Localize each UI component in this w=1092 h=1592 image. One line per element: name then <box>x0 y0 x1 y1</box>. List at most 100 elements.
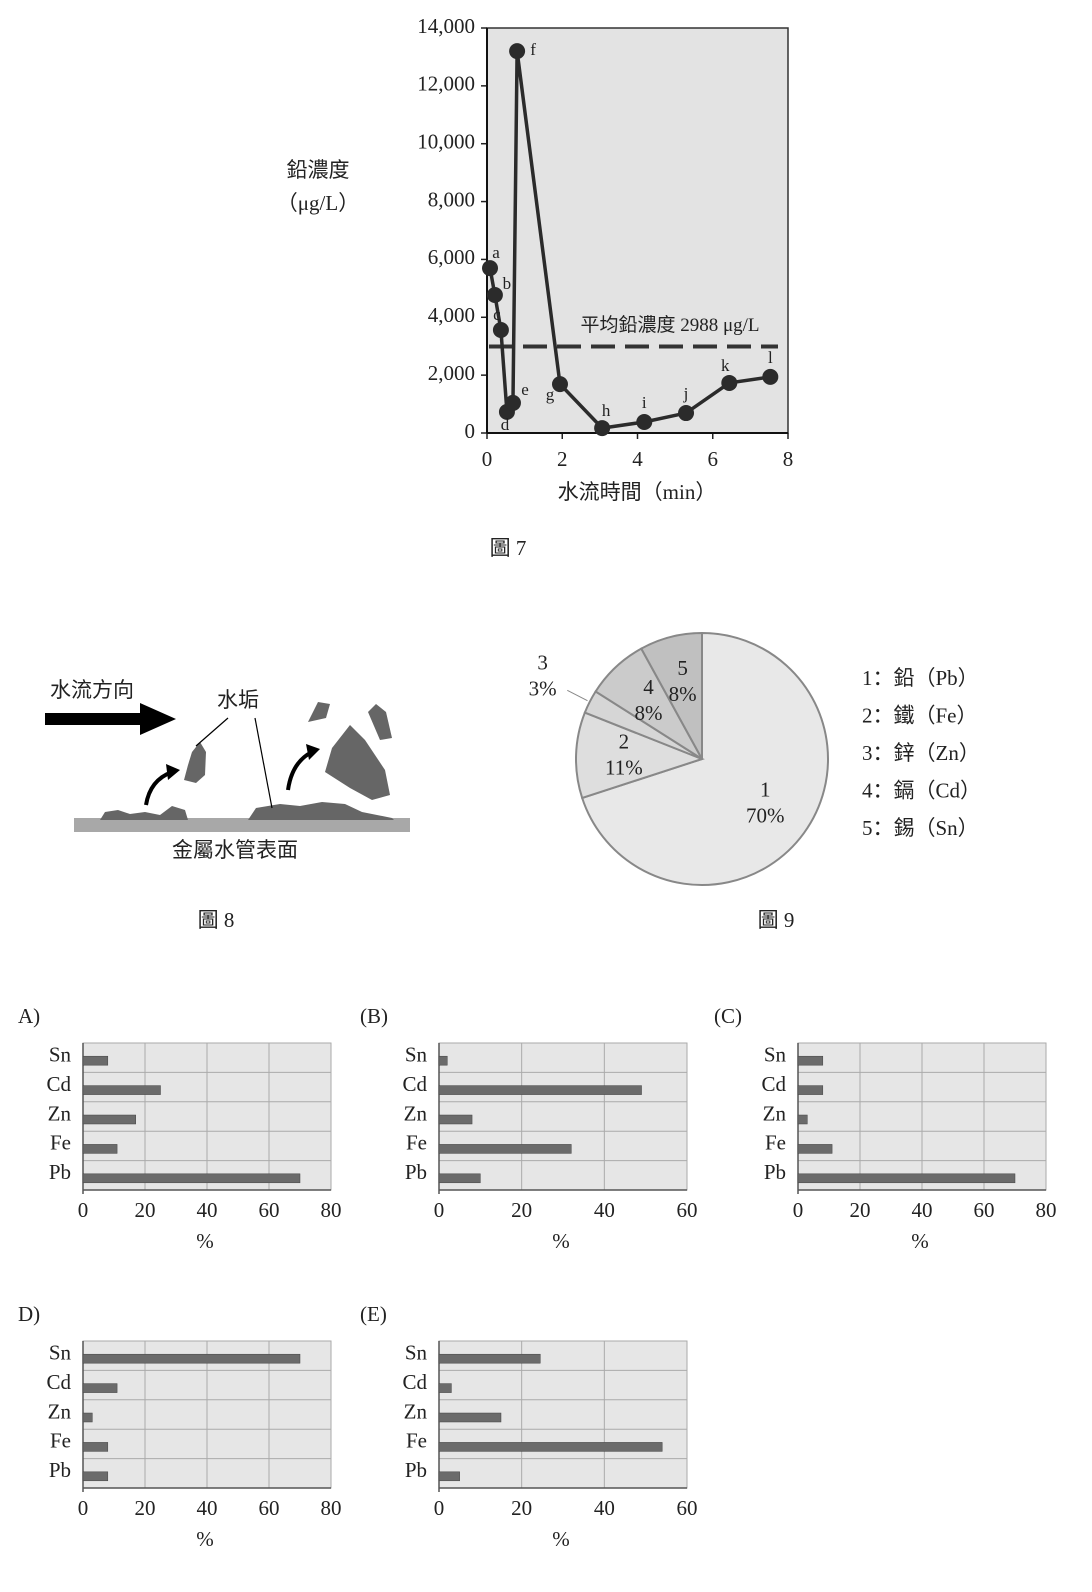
lift-arrow-head <box>166 764 180 780</box>
data-point <box>762 368 779 385</box>
bar <box>797 1144 833 1154</box>
chart-title: (E) <box>360 1302 387 1326</box>
y-tick-label: Cd <box>402 1072 427 1096</box>
y-tick-label: 14,000 <box>417 14 475 38</box>
bar <box>797 1085 824 1095</box>
y-tick-label: Pb <box>49 1160 71 1184</box>
y-tick-label: 6,000 <box>428 245 475 269</box>
point-label: l <box>768 348 773 367</box>
legend-entry: 4：鎘（Cd） <box>862 778 981 802</box>
pie-slice <box>639 631 703 760</box>
x-tick-label: 60 <box>677 1496 698 1520</box>
x-axis-label: 水流時間（min） <box>558 480 717 504</box>
point-label: c <box>493 305 501 324</box>
bar <box>82 1442 109 1452</box>
leader-line <box>567 689 588 702</box>
y-tick-label: 8,000 <box>428 187 475 211</box>
figure-caption: 圖 7 <box>490 536 527 560</box>
y-tick-label: Pb <box>405 1160 427 1184</box>
data-point <box>482 260 499 277</box>
data-point <box>486 287 503 304</box>
chart-title: (C) <box>714 1004 742 1028</box>
y-tick-label: Zn <box>48 1399 72 1423</box>
bar <box>82 1114 136 1125</box>
y-tick-label: Pb <box>764 1160 786 1184</box>
y-tick-label: Fe <box>406 1131 427 1155</box>
pipe-label: 金屬水管表面 <box>172 838 298 862</box>
x-tick-label: 40 <box>912 1198 933 1222</box>
flow-label: 水流方向 <box>50 678 134 702</box>
pie-slice <box>580 631 829 886</box>
y-tick-label: Sn <box>49 1043 72 1067</box>
scale-deposit <box>248 802 394 820</box>
bar <box>82 1085 161 1095</box>
bar <box>82 1471 109 1482</box>
slice-value-label: 70% <box>746 804 785 828</box>
x-tick-label: 60 <box>974 1198 995 1222</box>
pointer-line <box>254 717 273 809</box>
y-tick-label: Zn <box>404 1399 428 1423</box>
data-point <box>504 394 521 411</box>
bar <box>82 1055 109 1066</box>
slice-value-label: 8% <box>635 701 663 725</box>
y-tick-label: Sn <box>405 1341 428 1365</box>
y-tick-label: Sn <box>764 1043 787 1067</box>
y-tick-label: 10,000 <box>417 130 475 154</box>
bar <box>438 1114 473 1125</box>
point-label: k <box>721 356 730 375</box>
x-tick-label: 0 <box>793 1198 804 1222</box>
y-tick-label: Zn <box>763 1101 787 1125</box>
x-tick-label: 20 <box>135 1496 156 1520</box>
y-tick-label: Pb <box>405 1458 427 1482</box>
x-tick-label: 40 <box>197 1198 218 1222</box>
data-point <box>594 420 611 437</box>
bar <box>82 1173 301 1184</box>
bar <box>797 1055 824 1066</box>
y-tick-label: Pb <box>49 1458 71 1482</box>
plot-area <box>486 27 789 434</box>
pointer-line <box>195 717 229 747</box>
bar <box>438 1383 452 1393</box>
y-axis-label: （μg/L） <box>277 191 359 215</box>
figure-caption: 圖 9 <box>758 908 795 932</box>
x-tick-label: 0 <box>78 1496 89 1520</box>
plot-area <box>438 1042 688 1191</box>
y-tick-label: 2,000 <box>428 361 475 385</box>
x-axis-label: % <box>552 1527 570 1551</box>
y-tick-label: Sn <box>405 1043 428 1067</box>
slice-label: 1 <box>760 778 771 802</box>
data-point <box>678 405 695 422</box>
figure-8: 水流方向 水垢 金屬水管表面 圖 8 <box>45 678 410 932</box>
y-tick-label: Zn <box>48 1101 72 1125</box>
x-axis-label: % <box>552 1229 570 1253</box>
scale-flake <box>308 702 330 722</box>
scale-flake <box>325 725 390 800</box>
x-axis-label: % <box>196 1229 214 1253</box>
x-tick-label: 80 <box>321 1198 342 1222</box>
y-tick-label: Fe <box>50 1131 71 1155</box>
figure-caption: 圖 8 <box>198 908 235 932</box>
point-label: j <box>683 384 689 403</box>
x-tick-label: 80 <box>321 1496 342 1520</box>
data-point <box>636 414 653 431</box>
x-tick-label: 40 <box>594 1198 615 1222</box>
slice-label: 5 <box>677 656 688 680</box>
point-label: d <box>501 415 510 434</box>
y-tick-label: 0 <box>465 419 476 443</box>
slice-value-label: 3% <box>529 677 557 701</box>
bar <box>438 1144 572 1154</box>
bar <box>797 1173 1016 1184</box>
y-axis-label: 鉛濃度 <box>287 158 350 182</box>
x-tick-label: 20 <box>850 1198 871 1222</box>
x-tick-label: 40 <box>197 1496 218 1520</box>
flow-arrow-shaft <box>45 713 145 725</box>
y-tick-label: Sn <box>49 1341 72 1365</box>
scale-label: 水垢 <box>217 688 259 712</box>
bar <box>82 1144 118 1154</box>
bar <box>438 1442 663 1452</box>
chart-title: (B) <box>360 1004 388 1028</box>
x-tick-label: 60 <box>677 1198 698 1222</box>
x-tick-label: 60 <box>259 1198 280 1222</box>
bar <box>438 1471 460 1482</box>
lift-arrow-head <box>306 744 320 760</box>
